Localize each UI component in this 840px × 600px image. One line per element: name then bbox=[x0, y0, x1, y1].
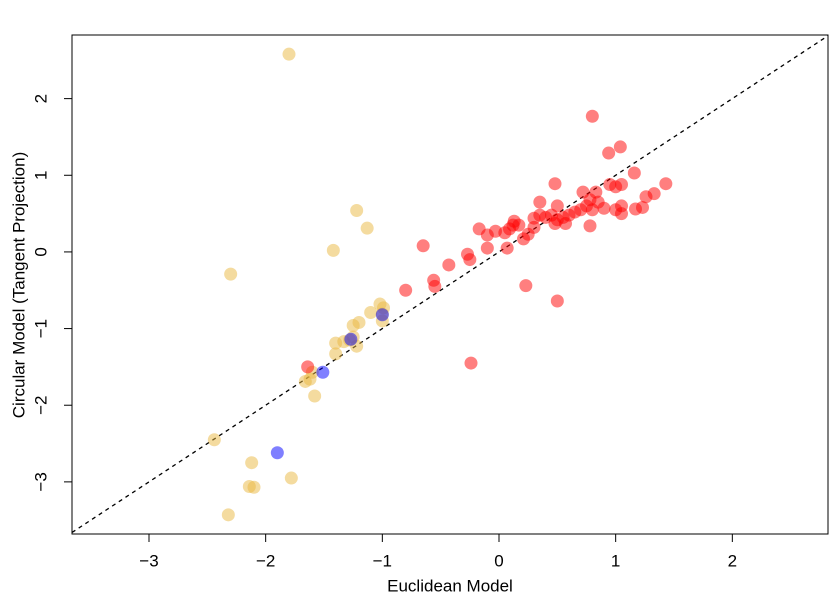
point bbox=[533, 195, 547, 209]
point bbox=[548, 217, 562, 231]
point bbox=[360, 221, 374, 235]
point bbox=[301, 360, 315, 374]
point bbox=[480, 228, 494, 242]
point bbox=[500, 241, 514, 255]
y-tick-label: −3 bbox=[31, 472, 50, 491]
point bbox=[350, 204, 364, 218]
point bbox=[329, 347, 343, 361]
point bbox=[284, 471, 298, 485]
x-tick-label: −2 bbox=[256, 551, 275, 570]
y-axis-label: Circular Model (Tangent Projection) bbox=[9, 152, 28, 418]
point bbox=[609, 203, 623, 217]
point bbox=[442, 258, 456, 272]
point bbox=[464, 356, 478, 370]
point bbox=[550, 294, 564, 308]
point bbox=[245, 456, 259, 470]
point bbox=[548, 177, 562, 191]
point bbox=[627, 166, 641, 180]
y-tick-label: 1 bbox=[31, 171, 50, 180]
point bbox=[613, 140, 627, 154]
point bbox=[344, 332, 358, 346]
y-tick-label: −2 bbox=[31, 396, 50, 415]
point bbox=[416, 239, 430, 253]
point bbox=[221, 508, 235, 522]
x-tick-label: −1 bbox=[373, 551, 392, 570]
plot-frame bbox=[71, 34, 829, 535]
point bbox=[270, 446, 284, 460]
y-tick-label: 2 bbox=[31, 94, 50, 103]
y-tick-label: −1 bbox=[31, 319, 50, 338]
point bbox=[602, 146, 616, 160]
point bbox=[480, 241, 494, 255]
point bbox=[527, 211, 541, 225]
point bbox=[308, 389, 322, 403]
point bbox=[326, 243, 340, 257]
point bbox=[247, 480, 261, 494]
x-tick-label: −3 bbox=[139, 551, 158, 570]
point bbox=[659, 177, 673, 191]
x-tick-label: 1 bbox=[611, 551, 620, 570]
point bbox=[639, 190, 653, 204]
point bbox=[517, 232, 530, 246]
point bbox=[585, 203, 599, 217]
point bbox=[583, 219, 597, 233]
x-tick-label: 0 bbox=[494, 551, 503, 570]
point bbox=[603, 177, 617, 191]
point bbox=[559, 217, 572, 231]
point bbox=[585, 109, 599, 123]
point bbox=[364, 305, 378, 319]
x-axis-label: Euclidean Model bbox=[387, 576, 513, 595]
point bbox=[282, 47, 296, 61]
point bbox=[636, 200, 649, 214]
y-tick-label: 0 bbox=[31, 247, 50, 256]
point bbox=[399, 283, 413, 297]
point bbox=[506, 218, 520, 232]
point bbox=[207, 433, 221, 447]
point bbox=[224, 267, 238, 281]
identity-line bbox=[71, 35, 829, 534]
point bbox=[316, 365, 330, 379]
point bbox=[550, 199, 564, 213]
point bbox=[597, 201, 611, 215]
point bbox=[519, 279, 533, 293]
point bbox=[428, 279, 442, 293]
x-tick-label: 2 bbox=[728, 551, 737, 570]
point bbox=[463, 253, 477, 267]
point bbox=[375, 308, 389, 322]
point bbox=[346, 319, 360, 333]
